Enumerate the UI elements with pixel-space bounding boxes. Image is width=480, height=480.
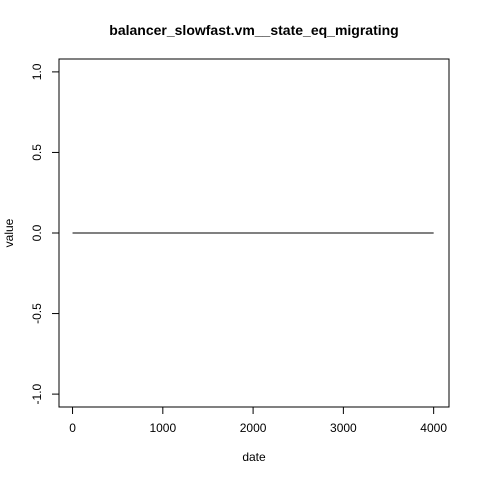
x-tick-label: 2000 [240, 421, 267, 435]
x-tick-label: 4000 [420, 421, 447, 435]
x-tick-label: 0 [69, 421, 76, 435]
x-tick-label: 1000 [149, 421, 176, 435]
x-axis-label: date [242, 450, 266, 464]
y-tick-label: -0.5 [30, 303, 44, 324]
chart-title: balancer_slowfast.vm__state_eq_migrating [109, 22, 398, 38]
y-tick-label: 1.0 [30, 63, 44, 80]
y-axis-label: value [2, 218, 16, 247]
x-axis: 0 1000 2000 3000 4000 [69, 406, 447, 435]
y-axis: -1.0 -0.5 0.0 0.5 1.0 [30, 63, 60, 404]
y-tick-label: 0.0 [30, 224, 44, 241]
x-tick-label: 3000 [330, 421, 357, 435]
y-tick-label: -1.0 [30, 383, 44, 404]
y-tick-label: 0.5 [30, 144, 44, 161]
